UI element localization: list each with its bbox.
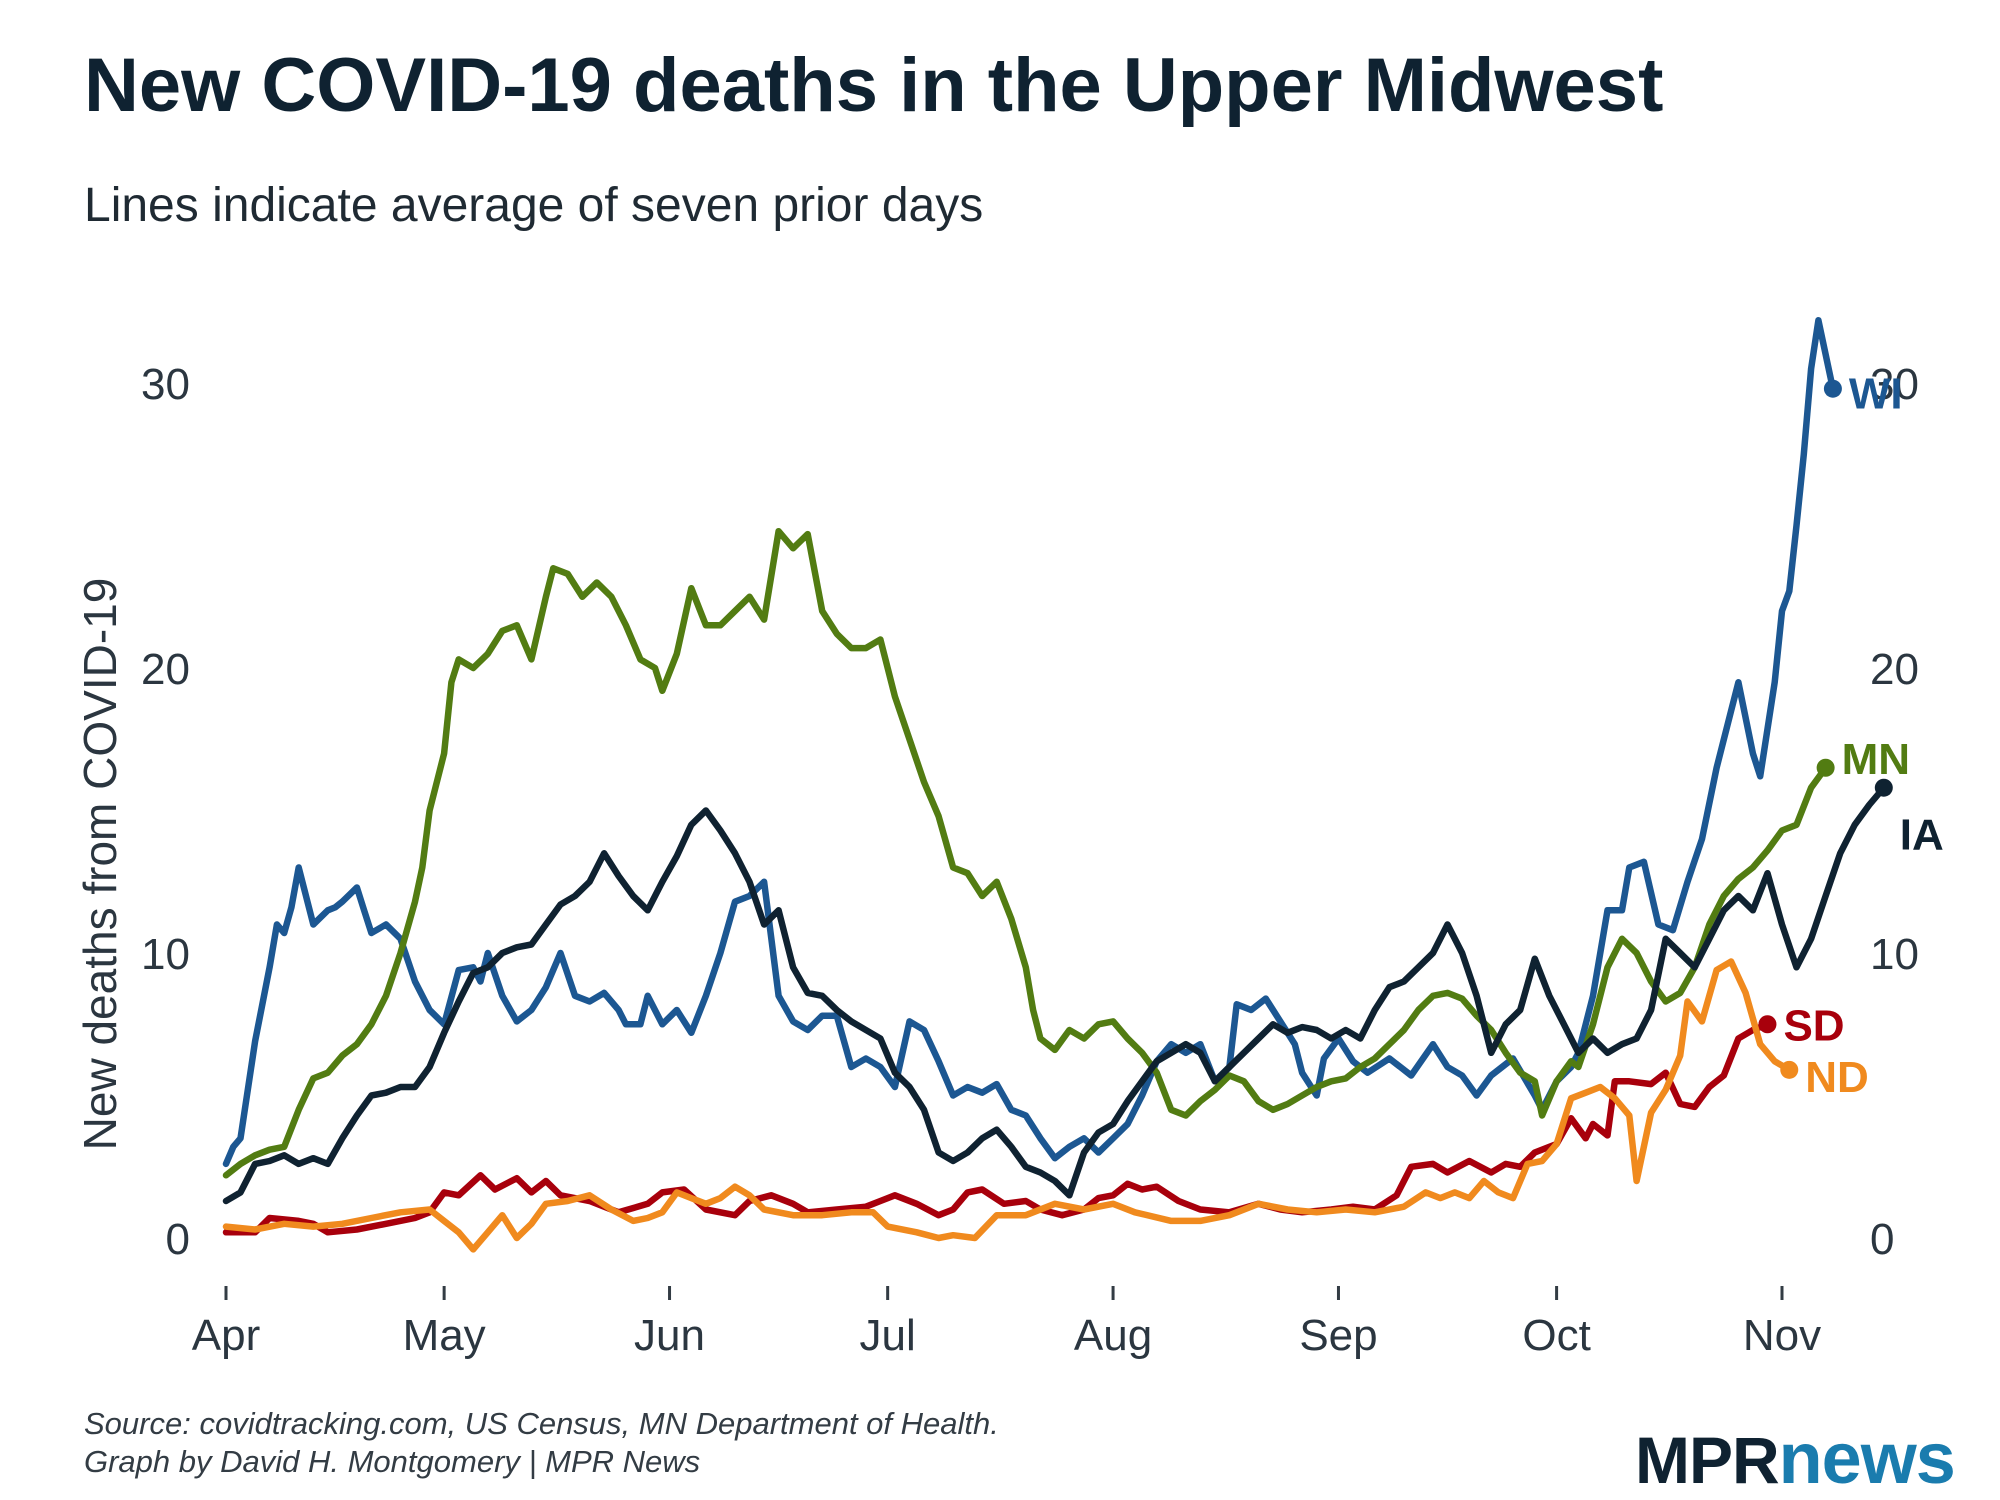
- y-tick-label-right: 0: [1870, 1215, 1894, 1264]
- series-line-wi: [222, 317, 1837, 1168]
- y-tick-label-right: 30: [1870, 360, 1919, 409]
- series-line-nd: [222, 958, 1793, 1253]
- logo-news: news: [1778, 1419, 1956, 1499]
- series-end-dot-mn: [1816, 758, 1835, 777]
- x-ticks: Apr May Jun Jul Aug Sep Oct Nov: [192, 1286, 1821, 1360]
- series-label-wi: WI: [1849, 370, 1903, 419]
- series-end-dot-wi: [1823, 379, 1842, 398]
- x-tick-label: Apr: [192, 1311, 260, 1360]
- series-end-dot-nd: [1780, 1060, 1799, 1079]
- source-line-1: Source: covidtracking.com, US Census, MN…: [84, 1406, 999, 1441]
- x-tick-label: Jul: [860, 1311, 916, 1360]
- series-lines: [222, 317, 1888, 1253]
- chart-subtitle: Lines indicate average of seven prior da…: [84, 179, 984, 232]
- x-tick-label: Oct: [1522, 1311, 1590, 1360]
- series-label-nd: ND: [1805, 1053, 1869, 1102]
- source-note: Source: covidtracking.com, US Census, MN…: [84, 1405, 999, 1481]
- x-tick-label: May: [403, 1311, 486, 1360]
- y-tick-label-left: 20: [141, 645, 190, 694]
- series-line-ia: [222, 784, 1888, 1205]
- y-tick-label-left: 30: [141, 360, 190, 409]
- mpr-news-logo: MPRnews: [1635, 1418, 1956, 1500]
- series-label-mn: MN: [1842, 735, 1910, 784]
- series-line-mn: [222, 527, 1829, 1179]
- series-end-dot-sd: [1758, 1015, 1777, 1034]
- y-axis-label: New deaths from COVID-19: [74, 578, 126, 1151]
- y-ticks-left: 0 10 20 30: [141, 360, 190, 1264]
- y-tick-label-left: 0: [166, 1215, 190, 1264]
- x-tick-label: Sep: [1299, 1311, 1377, 1360]
- chart-title: New COVID-19 deaths in the Upper Midwest: [84, 43, 1664, 128]
- x-tick-label: Nov: [1743, 1311, 1821, 1360]
- y-axis-label-group: New deaths from COVID-19: [74, 578, 126, 1151]
- source-line-2: Graph by David H. Montgomery | MPR News: [84, 1444, 701, 1479]
- series-label-sd: SD: [1783, 1001, 1844, 1050]
- series-label-ia: IA: [1900, 811, 1944, 860]
- logo-mpr: MPR: [1635, 1423, 1780, 1497]
- y-ticks-right: 0 10 20 30: [1870, 360, 1919, 1264]
- series-end-dot-ia: [1874, 778, 1893, 797]
- y-tick-label-right: 10: [1870, 930, 1919, 979]
- x-tick-label: Aug: [1074, 1311, 1152, 1360]
- y-tick-label-left: 10: [141, 930, 190, 979]
- series-line-sd: [222, 1021, 1771, 1236]
- y-tick-label-right: 20: [1870, 645, 1919, 694]
- x-tick-label: Jun: [634, 1311, 705, 1360]
